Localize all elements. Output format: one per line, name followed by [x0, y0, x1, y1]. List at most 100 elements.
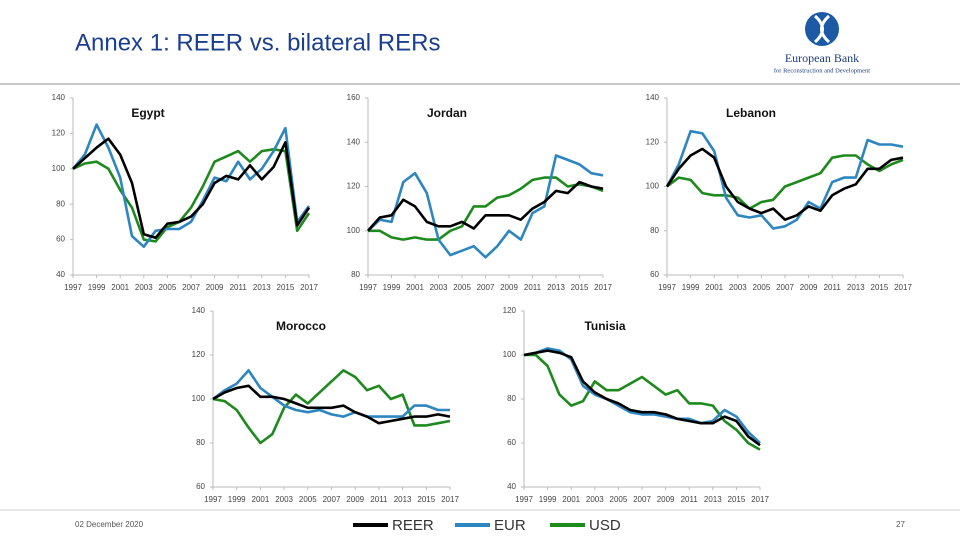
x-tick-label: 2013 — [847, 283, 865, 292]
x-tick-label: 2013 — [704, 495, 722, 504]
x-tick-label: 2017 — [300, 283, 318, 292]
x-tick-label: 1999 — [682, 283, 700, 292]
logo-subtitle: for Reconstruction and Development — [774, 67, 870, 74]
x-tick-label: 1997 — [515, 495, 533, 504]
legend-label: USD — [589, 517, 621, 534]
x-tick-label: 2017 — [751, 495, 769, 504]
x-tick-label: 2011 — [524, 283, 542, 292]
x-tick-label: 2003 — [135, 283, 153, 292]
x-tick-label: 2003 — [275, 495, 293, 504]
series-line — [72, 137, 311, 240]
page-number: 27 — [896, 520, 905, 529]
x-tick-label: 1997 — [204, 495, 222, 504]
x-tick-label: 1997 — [658, 283, 676, 292]
x-tick-label: 2015 — [571, 283, 589, 292]
x-tick-label: 2003 — [430, 283, 448, 292]
line-chart: Jordan 80 100 120 140 160 1997 1999 2001 2003 2005… — [347, 93, 613, 292]
x-tick-label: 2009 — [500, 283, 518, 292]
footer-date: 02 December 2020 — [75, 520, 144, 529]
x-tick-label: 2001 — [252, 495, 270, 504]
y-tick-label: 60 — [56, 235, 65, 244]
x-tick-label: 2001 — [111, 283, 129, 292]
x-tick-label: 2011 — [370, 495, 388, 504]
x-tick-label: 2003 — [586, 495, 604, 504]
x-tick-label: 1999 — [228, 495, 246, 504]
x-tick-label: 2007 — [633, 495, 651, 504]
series-line — [524, 353, 761, 451]
y-tick-label: 40 — [507, 482, 516, 491]
x-tick-label: 2011 — [230, 283, 248, 292]
chart-title: Egypt — [131, 106, 164, 120]
x-tick-label: 2009 — [206, 283, 224, 292]
line-chart: Morocco 60 80 100 120 140 1997 1999 2001 2003 2005… — [192, 306, 460, 504]
y-tick-label: 100 — [347, 226, 361, 235]
x-tick-label: 2017 — [594, 283, 612, 292]
x-tick-label: 2009 — [657, 495, 675, 504]
y-tick-label: 100 — [192, 394, 206, 403]
x-tick-label: 2009 — [346, 495, 364, 504]
series-line — [212, 369, 450, 418]
x-tick-label: 2001 — [705, 283, 723, 292]
chart-title: Lebanon — [726, 106, 776, 120]
x-tick-label: 2013 — [547, 283, 565, 292]
y-tick-label: 80 — [650, 226, 659, 235]
x-tick-label: 1997 — [359, 283, 377, 292]
y-tick-label: 60 — [196, 482, 205, 491]
y-tick-label: 120 — [52, 129, 66, 138]
x-tick-label: 1999 — [539, 495, 557, 504]
y-tick-label: 80 — [56, 199, 65, 208]
chart-title: Tunisia — [584, 319, 625, 333]
x-tick-label: 2005 — [610, 495, 628, 504]
x-tick-label: 2017 — [894, 283, 912, 292]
x-tick-label: 1999 — [88, 283, 106, 292]
y-tick-label: 120 — [347, 182, 361, 191]
slide-title: Annex 1: REER vs. bilateral RERs — [75, 29, 440, 56]
x-tick-label: 2003 — [729, 283, 747, 292]
x-tick-label: 2015 — [277, 283, 295, 292]
series-line — [368, 176, 604, 241]
y-tick-label: 80 — [351, 270, 360, 279]
legend-label: REER — [392, 517, 434, 534]
y-tick-label: 60 — [650, 270, 659, 279]
logo: European Bank for Reconstruction and Dev… — [774, 12, 870, 74]
y-tick-label: 80 — [507, 394, 516, 403]
series-line — [666, 154, 904, 210]
series-line — [523, 349, 761, 447]
series-line — [665, 129, 904, 230]
x-tick-label: 2015 — [728, 495, 746, 504]
chart-title: Morocco — [276, 319, 326, 333]
x-tick-label: 2005 — [453, 283, 471, 292]
x-tick-label: 2005 — [299, 495, 317, 504]
y-tick-label: 40 — [56, 270, 65, 279]
x-tick-label: 2007 — [477, 283, 495, 292]
x-tick-label: 2005 — [159, 283, 177, 292]
x-tick-label: 2007 — [776, 283, 794, 292]
line-chart: Tunisia 40 60 80 100 120 1997 1999 2001 2003 2005 2… — [503, 306, 770, 504]
y-tick-label: 100 — [503, 350, 517, 359]
series-line — [367, 180, 604, 232]
series-line — [212, 369, 451, 445]
y-tick-label: 100 — [52, 164, 66, 173]
y-tick-label: 140 — [347, 137, 361, 146]
y-tick-label: 120 — [503, 306, 517, 315]
y-tick-label: 140 — [646, 93, 660, 102]
x-tick-label: 2015 — [417, 495, 435, 504]
x-tick-label: 2007 — [323, 495, 341, 504]
y-tick-label: 160 — [347, 93, 361, 102]
x-tick-label: 2001 — [562, 495, 580, 504]
x-tick-label: 2015 — [871, 283, 889, 292]
y-tick-label: 80 — [196, 438, 205, 447]
logo-name: European Bank — [785, 51, 859, 65]
y-tick-label: 60 — [507, 438, 516, 447]
series-line — [212, 384, 451, 425]
x-tick-label: 2017 — [441, 495, 459, 504]
line-chart: Egypt 40 60 80 100 120 140 1997 1999 2001 2003 2005… — [52, 93, 319, 292]
line-chart: Lebanon 60 80 100 120 140 1997 1999 2001 2003 2005… — [646, 93, 913, 292]
x-tick-label: 2011 — [681, 495, 699, 504]
y-tick-label: 120 — [192, 350, 206, 359]
x-tick-label: 2009 — [800, 283, 818, 292]
x-tick-label: 2011 — [824, 283, 842, 292]
y-tick-label: 140 — [52, 93, 66, 102]
series-line — [72, 123, 311, 248]
